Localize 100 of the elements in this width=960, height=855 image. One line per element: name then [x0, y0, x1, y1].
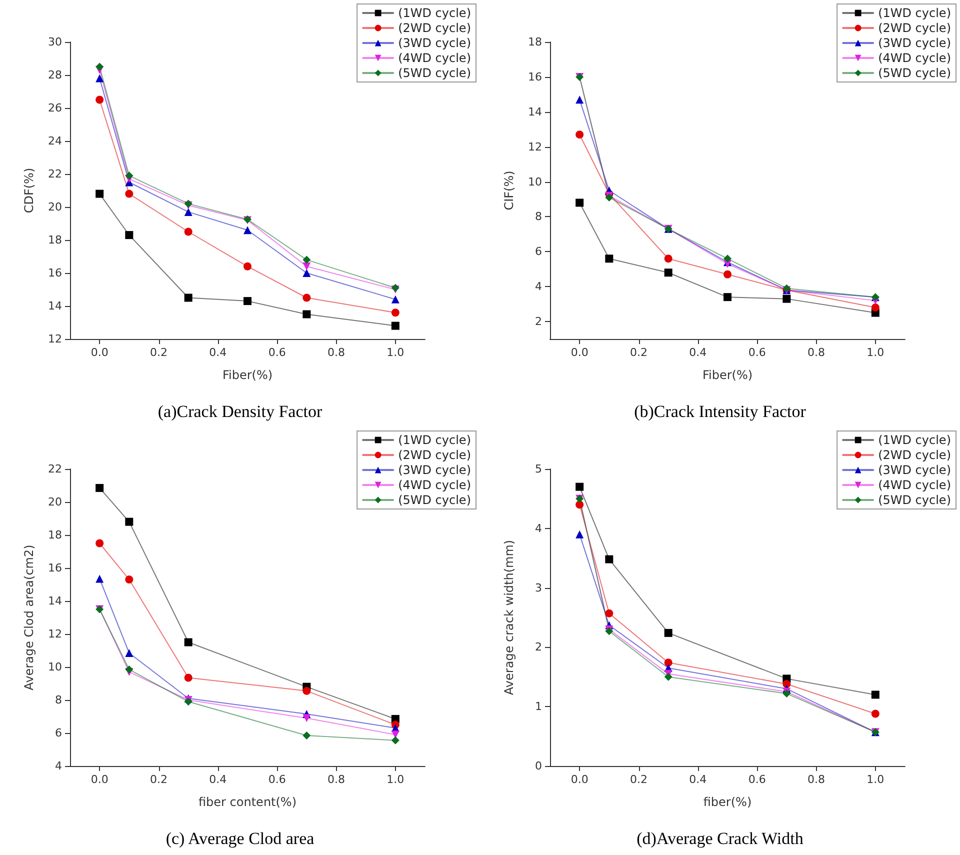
- point: [125, 648, 134, 657]
- x-tick-label: 0.8: [328, 773, 345, 786]
- text: (d)Average Crack Width: [636, 829, 804, 848]
- point: [184, 294, 192, 302]
- point: [244, 262, 252, 270]
- point: [96, 484, 104, 492]
- point: [576, 482, 584, 491]
- x-tick-label: 0.4: [209, 773, 227, 786]
- legend-label: (1WD cycle): [398, 6, 472, 20]
- point: [605, 609, 614, 618]
- x-tick-label: 1.0: [386, 346, 404, 359]
- x-tick-label: 0.2: [630, 773, 648, 786]
- point: [724, 270, 732, 278]
- y-tick-label: 4: [535, 522, 542, 535]
- x-axis-title: fiber(%): [703, 795, 752, 809]
- legend-label: (1WD cycle): [878, 433, 952, 447]
- y-tick-label: 14: [48, 300, 62, 312]
- y-axis-title: Average Clod area(cm2): [22, 544, 36, 690]
- point: [664, 658, 672, 667]
- point: [302, 310, 311, 318]
- legend-label: (5WD cycle): [398, 66, 472, 80]
- point: [96, 539, 104, 548]
- point: [96, 74, 104, 82]
- legend-label: (5WD cycle): [878, 493, 952, 507]
- y-tick-label: 24: [48, 134, 62, 148]
- point: [244, 226, 252, 234]
- x-tick-label: 0.8: [808, 773, 825, 786]
- point: [782, 294, 791, 303]
- legend-label: (3WD cycle): [878, 463, 952, 477]
- x-tick-label: 0.0: [90, 346, 108, 359]
- legend-label: (3WD cycle): [398, 36, 472, 50]
- text: (a)Crack Density Factor: [158, 402, 322, 421]
- x-tick-label: 0.0: [90, 773, 108, 786]
- x-axis-title: fiber content(%): [198, 795, 297, 809]
- y-tick-label: 28: [48, 68, 62, 82]
- point: [96, 96, 104, 104]
- point: [302, 269, 311, 277]
- point: [576, 530, 584, 538]
- legend-label: (5WD cycle): [878, 66, 952, 80]
- x-tick-label: 0.4: [689, 773, 707, 786]
- point: [391, 736, 400, 744]
- legend-label: (5WD cycle): [398, 493, 472, 507]
- y-tick-label: 4: [535, 280, 542, 294]
- x-tick-label: 0.8: [328, 346, 345, 359]
- x-tick-label: 0.6: [268, 346, 286, 359]
- legend-label: (4WD cycle): [878, 51, 952, 65]
- y-tick-label: 2: [535, 640, 542, 654]
- legend-label: (4WD cycle): [398, 478, 472, 492]
- point: [184, 208, 192, 216]
- point: [184, 674, 192, 682]
- text: (c) Average Clod area: [166, 829, 315, 848]
- text: (b)Crack Intensity Factor: [634, 402, 806, 421]
- y-tick-label: 14: [528, 105, 542, 118]
- point: [664, 254, 672, 263]
- point: [576, 130, 584, 139]
- point: [605, 254, 614, 263]
- point: [244, 297, 252, 306]
- x-tick-label: 0.6: [268, 773, 286, 786]
- point: [302, 686, 311, 695]
- point: [184, 228, 192, 236]
- y-tick-label: 0: [535, 760, 542, 772]
- x-tick-label: 1.0: [866, 346, 884, 359]
- y-tick-label: 22: [48, 462, 62, 476]
- point: [125, 665, 134, 674]
- point: [125, 518, 134, 526]
- point: [96, 190, 104, 198]
- legend-label: (2WD cycle): [878, 448, 952, 462]
- point: [576, 198, 584, 207]
- point: [125, 576, 134, 584]
- x-tick-label: 1.0: [386, 773, 404, 786]
- y-tick-label: 6: [535, 245, 542, 258]
- y-tick-label: 1: [535, 700, 542, 714]
- y-tick-label: 18: [48, 234, 62, 246]
- x-tick-label: 0.6: [748, 346, 766, 359]
- y-tick-label: 2: [535, 315, 542, 328]
- legend-label: (4WD cycle): [398, 51, 472, 65]
- y-tick-label: 20: [48, 496, 62, 508]
- y-tick-label: 14: [48, 594, 62, 608]
- point: [302, 731, 311, 740]
- y-tick-label: 30: [48, 36, 62, 48]
- x-tick-label: 0.2: [150, 346, 168, 359]
- y-tick-label: 16: [528, 70, 542, 84]
- x-tick-label: 0.0: [570, 346, 588, 359]
- point: [576, 500, 584, 509]
- point: [576, 96, 584, 104]
- point: [125, 172, 134, 180]
- y-tick-label: 16: [48, 562, 62, 574]
- point: [605, 555, 614, 564]
- point: [96, 62, 104, 71]
- point: [125, 231, 134, 240]
- y-tick-label: 8: [535, 210, 542, 224]
- legend-label: (2WD cycle): [398, 448, 472, 462]
- point: [664, 628, 672, 637]
- point: [871, 710, 880, 718]
- legend-label: (4WD cycle): [878, 478, 952, 492]
- y-tick-label: 8: [55, 694, 62, 706]
- legend-label: (1WD cycle): [398, 433, 472, 447]
- legend-label: (2WD cycle): [878, 21, 952, 35]
- y-tick-label: 18: [48, 528, 62, 542]
- y-tick-label: 12: [48, 628, 62, 640]
